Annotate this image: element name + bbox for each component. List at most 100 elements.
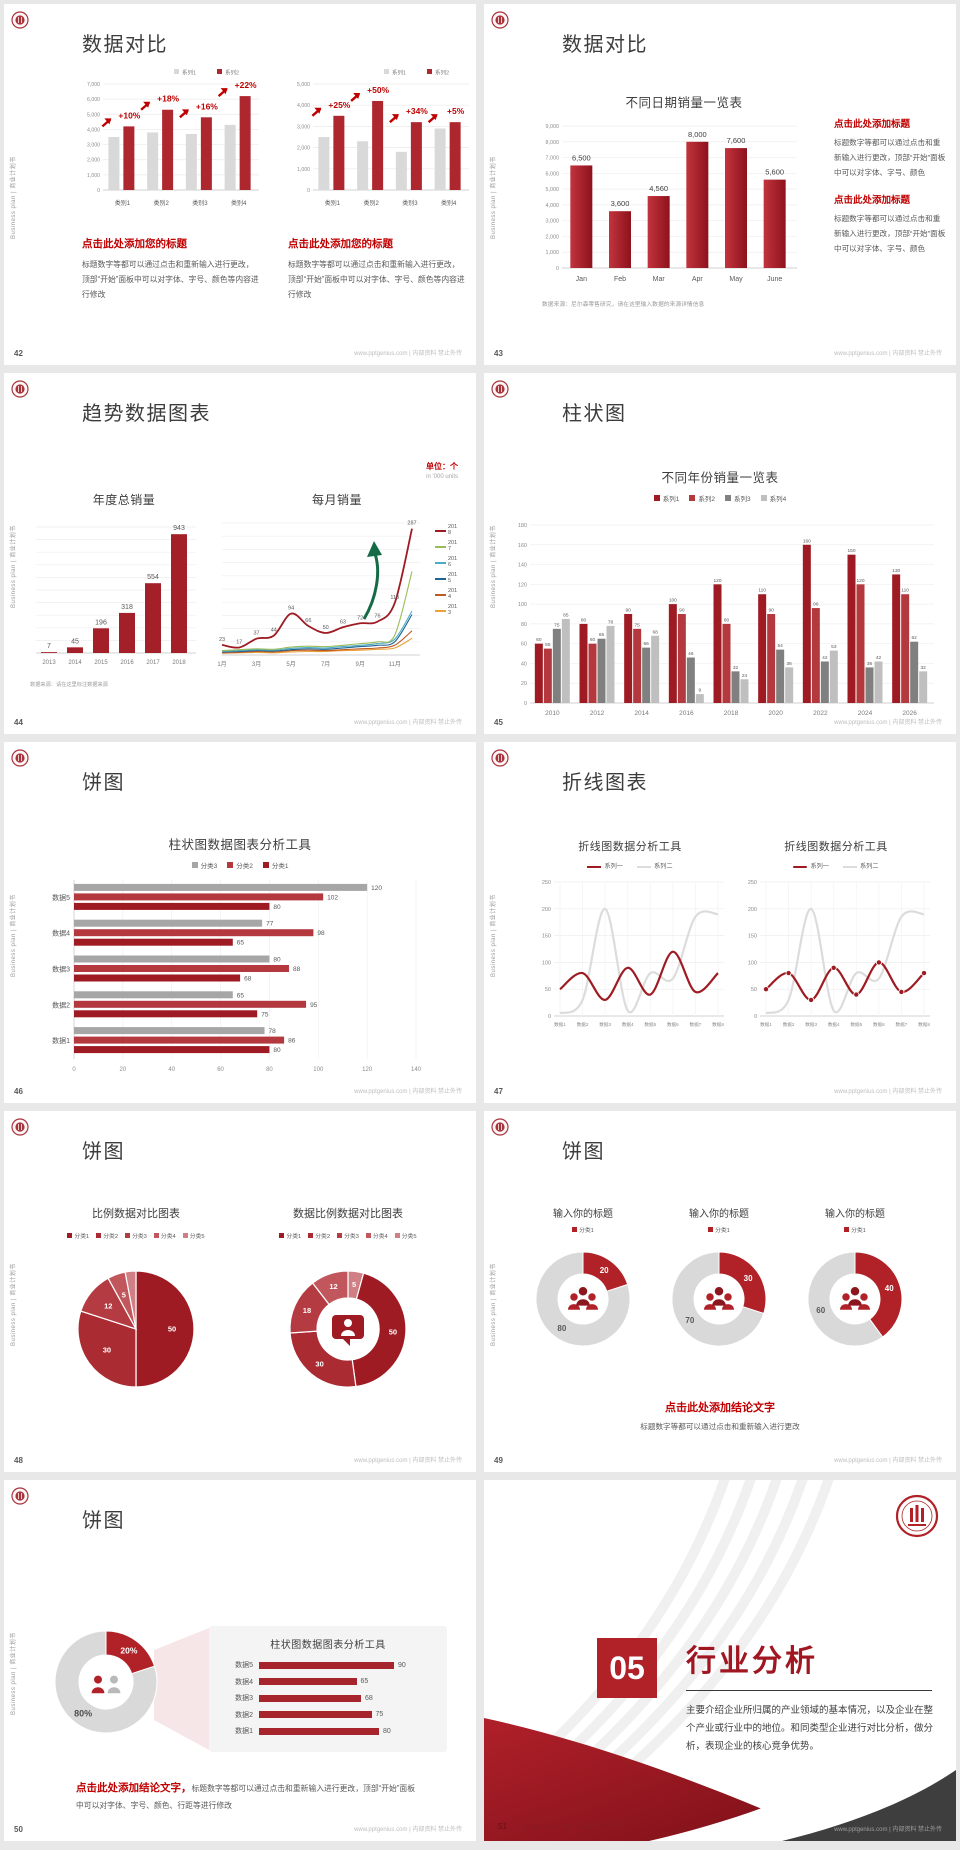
- svg-text:20: 20: [521, 681, 527, 687]
- svg-text:2026: 2026: [902, 710, 917, 717]
- charts-row: 系列1 系列2 0 1,000 2,000 3,000 4,000 5,000 6,000 7,0…: [76, 66, 472, 218]
- svg-text:6,500: 6,500: [572, 153, 591, 162]
- svg-text:20%: 20%: [120, 1645, 137, 1655]
- sidebar-vertical-text: Business plan | 商业计划书: [11, 156, 17, 239]
- bar-label: 数据2: [235, 1711, 253, 1719]
- slide-logo: [491, 1118, 509, 1141]
- block-body: 标题数字等都可以通过点击和重新输入进行更改，顶部“开始”面板中可以对字体、字号、…: [834, 138, 946, 177]
- svg-text:80: 80: [273, 1047, 281, 1054]
- svg-text:30: 30: [315, 1359, 323, 1368]
- legend-swatch: [689, 495, 696, 501]
- slide-logo: [11, 380, 29, 403]
- legend-label: 分类1: [579, 1228, 594, 1234]
- svg-text:60: 60: [536, 637, 542, 643]
- svg-text:0: 0: [97, 188, 100, 194]
- donut-title: 输入你的标题: [689, 1209, 749, 1220]
- svg-text:50: 50: [545, 987, 551, 993]
- svg-text:250: 250: [748, 880, 757, 886]
- bar-value: 90: [398, 1661, 406, 1669]
- block-heading: 点击此处添加您的标题: [288, 238, 393, 250]
- svg-text:76: 76: [374, 614, 380, 620]
- legend-label: 分类4: [372, 1234, 388, 1240]
- svg-text:40: 40: [168, 1067, 175, 1073]
- bar: [259, 1678, 357, 1685]
- svg-text:3,600: 3,600: [611, 199, 630, 208]
- svg-text:80: 80: [557, 1324, 566, 1333]
- svg-text:94: 94: [288, 606, 294, 612]
- legend-item: 分类1: [844, 1225, 866, 1234]
- section-number: 05: [597, 1638, 657, 1698]
- svg-text:June: June: [767, 276, 782, 283]
- svg-text:65: 65: [599, 632, 605, 638]
- svg-text:75: 75: [554, 622, 560, 628]
- svg-text:50: 50: [168, 1325, 176, 1334]
- svg-text:80: 80: [273, 957, 281, 964]
- slide-title: 折线图表: [562, 772, 648, 794]
- svg-text:数据3: 数据3: [599, 1021, 611, 1028]
- text-blocks: 点击此处添加您的标题 标题数字等都可以通过点击和重新输入进行更改，顶部“开始”面板…: [82, 236, 466, 302]
- svg-text:数据8: 数据8: [712, 1021, 724, 1028]
- title-underline: [686, 1690, 932, 1691]
- legend-swatch: [394, 1233, 400, 1238]
- svg-text:+34%: +34%: [406, 106, 428, 116]
- monthly-line-chart: 23 17 37 44 94 66 50 63 72 76 118 287 1月 3月 5月 7月 9月 11月: [217, 521, 420, 668]
- svg-text:Mar: Mar: [653, 276, 666, 283]
- grouped-bar-chart: 0204060801001201401601806055758520108060…: [518, 523, 934, 717]
- panel-bar-row: 数据1 80: [223, 1726, 433, 1736]
- svg-text:140: 140: [518, 563, 527, 569]
- page-number: 43: [494, 349, 503, 358]
- pie-legend: 分类1 分类2 分类3 分类4 分类5: [242, 1231, 454, 1240]
- svg-text:数据6: 数据6: [873, 1021, 885, 1028]
- slide-48: Business plan | 商业计划书 饼图 比例数据对比图表 数据比例数据对比图…: [4, 1111, 476, 1472]
- svg-text:5,000: 5,000: [297, 82, 310, 88]
- panel-title: 柱状图数据图表分析工具: [270, 1640, 386, 1651]
- legend-label: 系列2: [698, 496, 715, 503]
- legend-swatch: [96, 1233, 102, 1238]
- svg-text:+5%: +5%: [447, 106, 465, 116]
- legend-item: 分类1: [572, 1225, 594, 1234]
- legend-label: 2016: [448, 556, 458, 568]
- legend-item: 2013: [435, 604, 460, 617]
- svg-text:68: 68: [244, 976, 252, 983]
- source-note: 数据来源：尼尔森零售研究，请在这里输入数据的来源详情信息: [542, 302, 705, 308]
- footer-site-text: www.pptgenius.com | 内部资料 禁止外传: [834, 1827, 942, 1833]
- conclusion-heading: 点击此处添加结论文字，: [76, 1782, 192, 1794]
- svg-text:5,000: 5,000: [546, 187, 560, 193]
- legend-label: 分类1: [271, 863, 289, 870]
- svg-text:2013: 2013: [42, 660, 56, 666]
- legend-item: 2016: [435, 556, 460, 569]
- legend-swatch: [337, 1233, 343, 1238]
- svg-text:102: 102: [327, 894, 338, 901]
- legend-item: 分类3: [191, 860, 217, 870]
- donut-chart: 20% 80%: [54, 1630, 158, 1734]
- svg-text:2015: 2015: [94, 660, 108, 666]
- svg-text:9,000: 9,000: [546, 124, 560, 130]
- bar: [259, 1727, 379, 1735]
- svg-text:5: 5: [352, 1280, 356, 1289]
- legend-label: 分类4: [160, 1234, 176, 1240]
- svg-text:86: 86: [288, 1038, 296, 1045]
- legend-item: 分类4: [365, 1231, 388, 1240]
- bar: [259, 1711, 372, 1718]
- svg-text:2,000: 2,000: [297, 146, 310, 152]
- footer-site-text: www.pptgenius.com | 内部资料 禁止外传: [834, 720, 942, 726]
- svg-text:系列2: 系列2: [225, 69, 239, 77]
- chart-title: 不同年份销量一览表: [661, 471, 779, 485]
- column-chart-42-0: 系列1 系列2 0 1,000 2,000 3,000 4,000 5,000 6,000 7,0…: [87, 69, 259, 207]
- svg-text:17: 17: [236, 640, 242, 646]
- legend-label: 分类1: [715, 1228, 730, 1234]
- svg-text:8,000: 8,000: [688, 130, 707, 139]
- svg-text:2016: 2016: [120, 660, 134, 666]
- svg-text:2014: 2014: [68, 660, 82, 666]
- legend-swatch: [844, 1227, 850, 1232]
- legend-label: 2014: [448, 588, 458, 600]
- svg-text:2018: 2018: [724, 710, 739, 717]
- svg-text:类别1: 类别1: [115, 199, 131, 207]
- conclusion-heading: 点击此处添加结论文字: [665, 1402, 775, 1414]
- legend-item: 分类4: [153, 1231, 176, 1240]
- svg-text:2016: 2016: [679, 710, 694, 717]
- legend-label: 分类1: [286, 1234, 302, 1240]
- slide-45: Business plan | 商业计划书 柱状图 不同年份销量一览表 系列1 系列2 系…: [484, 373, 956, 734]
- svg-text:2022: 2022: [813, 710, 828, 717]
- svg-text:95: 95: [310, 1002, 318, 1009]
